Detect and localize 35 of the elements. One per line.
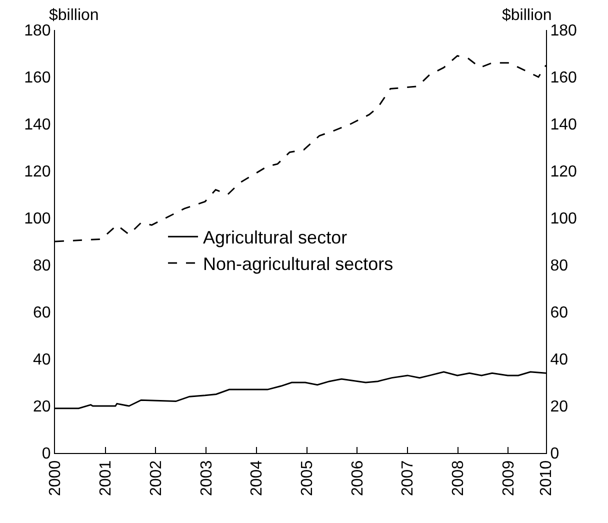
y-tick-label: 20 [33, 398, 51, 416]
y-tick-label: 140 [24, 116, 51, 134]
y-tick-label: 60 [33, 304, 51, 322]
x-tick-label: 2010 [538, 460, 556, 496]
y2-tick-label: 160 [550, 70, 577, 87]
y2-tick-label: 0 [550, 446, 560, 463]
x-tick-label: 2004 [248, 460, 266, 496]
y2-tick-label: 180 [550, 22, 577, 40]
y-tick-label: 100 [24, 210, 51, 228]
x-tick-label: 2005 [298, 460, 316, 496]
y2-tick-label: 60 [550, 304, 568, 322]
x-tick-label: 2009 [500, 460, 518, 496]
y-tick-label: 120 [24, 164, 51, 181]
legend-label: Agricultural sector [203, 228, 348, 248]
legend-label: Non-agricultural sectors [203, 254, 394, 274]
y-tick-label: 40 [33, 352, 51, 369]
y2-tick-label: 100 [550, 210, 577, 228]
x-tick-label: 2001 [98, 460, 115, 496]
y2-axis-title: $billion [502, 7, 552, 24]
y2-tick-label: 140 [550, 116, 577, 134]
y-tick-label: 0 [42, 446, 51, 463]
x-tick-label: 2000 [47, 460, 64, 496]
y-tick-label: 80 [33, 258, 51, 275]
y2-tick-label: 80 [550, 258, 568, 275]
y-axis-title: $billion [49, 7, 99, 24]
y2-tick-label: 40 [550, 352, 568, 369]
y-tick-label: 160 [24, 70, 51, 87]
x-tick-label: 2002 [148, 460, 165, 496]
x-tick-label: 2008 [450, 460, 468, 496]
y2-tick-label: 120 [550, 164, 577, 181]
x-tick-label: 2003 [198, 460, 216, 496]
y-tick-label: 180 [24, 22, 51, 40]
x-tick-label: 2006 [349, 460, 366, 496]
y2-tick-label: 20 [550, 398, 568, 416]
x-tick-label: 2007 [400, 460, 417, 496]
